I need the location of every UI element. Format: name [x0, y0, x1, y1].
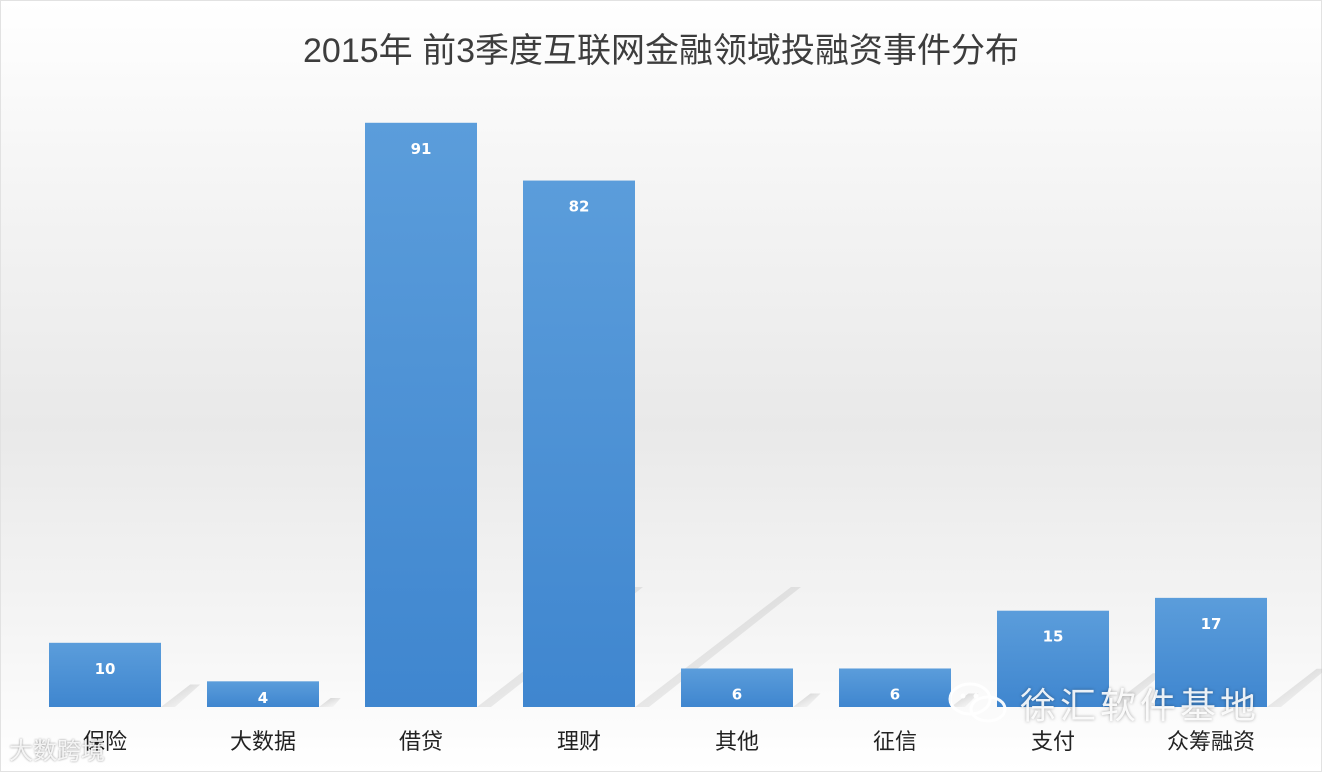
watermark-left: 大数跨境 — [9, 731, 105, 766]
wechat-icon — [948, 682, 1007, 723]
category-label: 保险 — [83, 730, 127, 755]
category-label: 借贷 — [399, 730, 443, 755]
bar-shadow — [793, 693, 821, 707]
bar-shadow — [951, 693, 979, 707]
bar — [49, 642, 161, 707]
bar — [523, 180, 635, 707]
bar-shadow — [319, 698, 341, 707]
bar — [839, 668, 951, 707]
bar — [997, 610, 1109, 707]
data-label: 15 — [1043, 628, 1064, 646]
data-label: 4 — [258, 689, 268, 707]
category-label: 众筹融资 — [1167, 730, 1255, 755]
category-labels-group: 保险 大数据 借贷 理财 其他 征信 支付 众筹融资 — [83, 730, 1255, 755]
data-label: 82 — [569, 198, 590, 216]
bar-shadow — [1267, 668, 1322, 707]
watermark-right: 徐汇软件基地 — [946, 677, 1260, 729]
data-label: 10 — [95, 660, 116, 678]
bar — [207, 681, 319, 707]
data-labels-group: 10 4 91 82 6 6 15 17 — [95, 140, 1222, 707]
chart-title: 2015年 前3季度互联网金融领域投融资事件分布 — [303, 32, 1019, 70]
bar-shadow — [635, 587, 801, 707]
bars-group — [49, 122, 1267, 707]
bar — [365, 122, 477, 707]
data-label: 6 — [890, 685, 900, 703]
bar-shadow — [1109, 673, 1163, 707]
bar-shadow — [161, 684, 201, 707]
category-label: 支付 — [1031, 730, 1075, 755]
watermark-right-text: 徐汇软件基地 — [1020, 686, 1261, 727]
data-label: 17 — [1201, 615, 1222, 633]
bar — [1155, 597, 1267, 707]
category-label: 理财 — [557, 730, 601, 755]
data-label: 6 — [732, 685, 742, 703]
category-label: 征信 — [873, 730, 917, 755]
category-label: 大数据 — [230, 730, 296, 755]
data-label: 91 — [411, 140, 432, 158]
category-label: 其他 — [715, 730, 759, 755]
watermark-left-text: 大数跨境 — [9, 737, 105, 765]
bar — [681, 668, 793, 707]
